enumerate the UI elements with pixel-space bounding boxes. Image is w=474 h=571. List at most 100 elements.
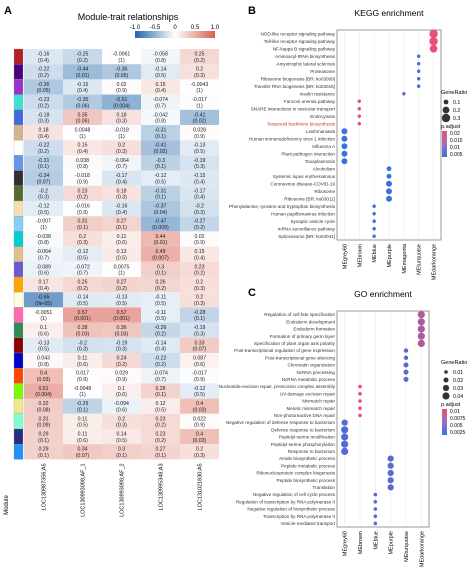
- go-dot: [373, 521, 378, 526]
- heatmap-cell-pvalue: (1): [196, 103, 203, 109]
- heatmap-cell: [180, 64, 219, 80]
- heatmap-cell-value: 0.038: [76, 158, 89, 164]
- heatmap-cell-value: 0.1: [118, 386, 125, 392]
- heatmap-cell-value: 0.2: [79, 234, 86, 240]
- heatmap-cell-pvalue: (0.1): [155, 195, 166, 201]
- go-term-label: Negative regulation of cell cycle proces…: [253, 492, 336, 497]
- heatmap-cell: [24, 429, 63, 445]
- heatmap-cell: [24, 79, 63, 95]
- heatmap-cell: [24, 307, 63, 323]
- go-dot: [403, 348, 409, 353]
- module-color-swatch: [13, 383, 24, 399]
- kegg-dot: [416, 69, 421, 73]
- heatmap-cell: [63, 79, 102, 95]
- heatmap-cell-pvalue: (0.4): [155, 88, 166, 94]
- heatmap-cell-pvalue: (0.4): [77, 88, 88, 94]
- heatmap-cell-value: 0.028: [193, 128, 206, 134]
- heatmap-cell: [180, 383, 219, 399]
- heatmap-cell-value: 0.12: [155, 401, 165, 407]
- heatmap-cell: [24, 49, 63, 65]
- kegg-dot: [372, 234, 376, 238]
- kegg-term-label: Toxoplasmosis: [305, 159, 336, 164]
- heatmap-cell-value: -0.038: [36, 234, 51, 240]
- module-color-swatch: [13, 231, 24, 247]
- heatmap-cell-value: -0.65: [38, 295, 50, 301]
- go-dot: [373, 514, 378, 518]
- heatmap-cell-value: -0.14: [155, 340, 167, 346]
- heatmap-cell-value: 0.23: [155, 432, 165, 438]
- heatmap-cell-value: -0.0048: [74, 386, 92, 392]
- heatmap-cell: [102, 201, 141, 217]
- go-term-label: Post-transcriptional gene silencing: [265, 355, 335, 360]
- heatmap-cell-value: -0.12: [38, 204, 50, 210]
- heatmap-cell-pvalue: (0.2): [77, 286, 88, 292]
- heatmap-cell: [141, 94, 180, 110]
- heatmap-cell-pvalue: (0.6): [116, 240, 127, 246]
- module-color-swatch: [13, 398, 24, 414]
- heatmap-cell-pvalue: (0.8): [38, 362, 49, 368]
- go-term-label: Peptidyl-serine phosphorylation: [271, 442, 336, 447]
- go-dot: [403, 362, 409, 368]
- heatmap-cell-pvalue: (0.3): [194, 301, 205, 307]
- go-dot: [403, 376, 409, 382]
- kegg-dot: [416, 84, 421, 88]
- kegg-dot: [386, 166, 392, 172]
- heatmap-cell-value: 0.2: [196, 295, 203, 301]
- heatmap-cell-value: 0.13: [116, 249, 126, 255]
- kegg-category-label: MEgrey60: [342, 244, 348, 269]
- kegg-dot: [386, 195, 392, 202]
- heatmap-cell: [102, 140, 141, 156]
- kegg-legend-size-label: 0.1: [453, 100, 460, 106]
- heatmap-cell-pvalue: (0.9): [77, 210, 88, 216]
- heatmap-cell-value: 0.38: [77, 325, 87, 331]
- heatmap-cell-value: 0.23: [155, 416, 165, 422]
- go-term-label: NcRNA metabolic process: [282, 377, 336, 382]
- heatmap-cell: [63, 246, 102, 262]
- heatmap-column-label: LOC130995348;A3: [159, 463, 165, 510]
- heatmap-cell-pvalue: (0.2): [155, 438, 166, 444]
- heatmap-cell-value: 0.57: [116, 310, 126, 316]
- go-dot: [417, 339, 425, 347]
- panel-b-kegg-dotplot: KEGG enrichment MEgrey60 MEbrown MEblue MEpu…: [229, 8, 467, 280]
- heatmap-cell-value: 0.49: [155, 249, 165, 255]
- heatmap-cell: [141, 307, 180, 323]
- heatmap-cell-pvalue: (0.2): [77, 195, 88, 201]
- heatmap-cell-value: 0.2: [196, 67, 203, 73]
- heatmap-cell-value: 0.44: [155, 234, 165, 240]
- go-dot: [341, 426, 349, 434]
- heatmap-cell-pvalue: (0.9): [77, 179, 88, 185]
- heatmap-cell-pvalue: (0.4): [77, 149, 88, 155]
- heatmap-cell-pvalue: (0.3): [77, 240, 88, 246]
- heatmap-cell-value: -0.15: [77, 82, 89, 88]
- module-color-swatch: [13, 292, 24, 308]
- heatmap-cell-pvalue: (0.5): [155, 316, 166, 322]
- heatmap-cell-pvalue: (0.03): [115, 331, 129, 337]
- heatmap-cell-pvalue: (0.2): [155, 362, 166, 368]
- heatmap-cell: [63, 368, 102, 384]
- heatmap-cell: [180, 185, 219, 201]
- heatmap-cell-value: -0.058: [153, 52, 168, 58]
- go-legend-color-title: p.adjust: [441, 402, 461, 408]
- kegg-dot: [416, 62, 421, 66]
- heatmap-cell-pvalue: (1): [40, 225, 47, 231]
- heatmap-cell-value: -0.064: [36, 249, 51, 255]
- heatmap-cell-value: 0.36: [116, 325, 126, 331]
- heatmap-cell: [63, 444, 102, 460]
- heatmap-cell-value: 0.18: [38, 128, 48, 134]
- kegg-legend-size-dot: [442, 106, 450, 114]
- heatmap-cell-value: -0.16: [38, 52, 50, 58]
- heatmap-cell: [102, 185, 141, 201]
- heatmap-cell: [63, 292, 102, 308]
- kegg-category-label: MEpurple: [387, 244, 393, 268]
- go-term-label: Ribonucleoprotein complex biogenesis: [256, 471, 335, 476]
- heatmap-cell-value: -0.19: [194, 158, 206, 164]
- kegg-term-label: mRNA surveillance pathway: [278, 226, 336, 231]
- heatmap-cell-pvalue: (9e-05): [35, 301, 52, 307]
- heatmap-cell: [24, 337, 63, 353]
- heatmap-cell: [102, 307, 141, 323]
- kegg-dot: [429, 29, 438, 38]
- kegg-dot: [386, 188, 392, 195]
- heatmap-cell: [102, 444, 141, 460]
- heatmap-cell-value: -0.13: [194, 143, 206, 149]
- kegg-term-label: Insulin resistance: [300, 91, 336, 96]
